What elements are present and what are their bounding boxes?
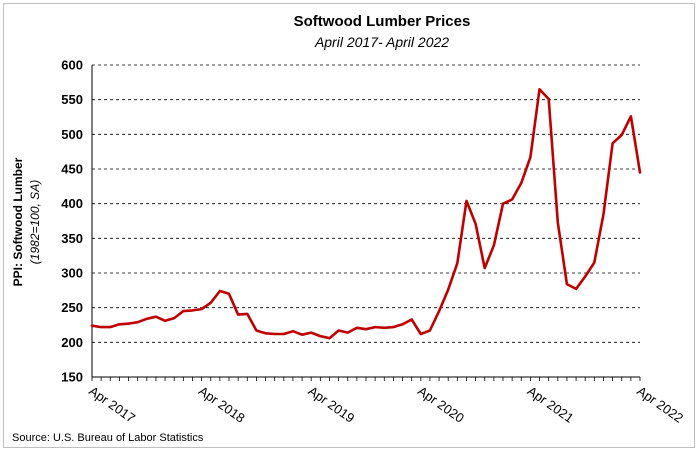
x-tick-marks bbox=[91, 377, 641, 381]
chart-frame bbox=[3, 3, 695, 448]
x-tick-label: Apr 2021 bbox=[525, 383, 577, 426]
y-tick-labels: 150 200 250 300 350 400 450 500 550 600 bbox=[61, 58, 83, 385]
y-tick-label: 350 bbox=[61, 231, 83, 246]
x-tick-label: Apr 2020 bbox=[415, 383, 467, 426]
source-note: Source: U.S. Bureau of Labor Statistics bbox=[12, 432, 204, 444]
y-tick-label: 400 bbox=[61, 196, 83, 211]
x-tick-label: Apr 2019 bbox=[305, 383, 357, 426]
y-tick-label: 200 bbox=[61, 335, 83, 350]
chart-subtitle: April 2017- April 2022 bbox=[314, 34, 449, 50]
y-tick-label: 500 bbox=[61, 127, 83, 142]
y-tick-label: 600 bbox=[61, 58, 83, 73]
y-tick-label: 300 bbox=[61, 266, 83, 281]
x-tick-labels: Apr 2017 Apr 2018 Apr 2019 Apr 2020 Apr 2021… bbox=[86, 383, 686, 426]
series-group bbox=[90, 88, 642, 340]
y-tick-label: 450 bbox=[61, 162, 83, 177]
series-line bbox=[90, 88, 642, 340]
x-tick-label: Apr 2018 bbox=[196, 383, 248, 426]
chart-title: Softwood Lumber Prices bbox=[294, 13, 471, 30]
y-axis-label: PPI: Softwood Lumber bbox=[11, 157, 25, 286]
gridlines bbox=[92, 64, 640, 343]
y-tick-label: 150 bbox=[61, 370, 83, 385]
y-tick-label: 550 bbox=[61, 92, 83, 107]
y-axis-sublabel: (1982=100, SA) bbox=[28, 180, 42, 264]
y-tick-label: 250 bbox=[61, 300, 83, 315]
x-tick-label: Apr 2022 bbox=[634, 383, 686, 426]
x-tick-label: Apr 2017 bbox=[86, 383, 138, 426]
